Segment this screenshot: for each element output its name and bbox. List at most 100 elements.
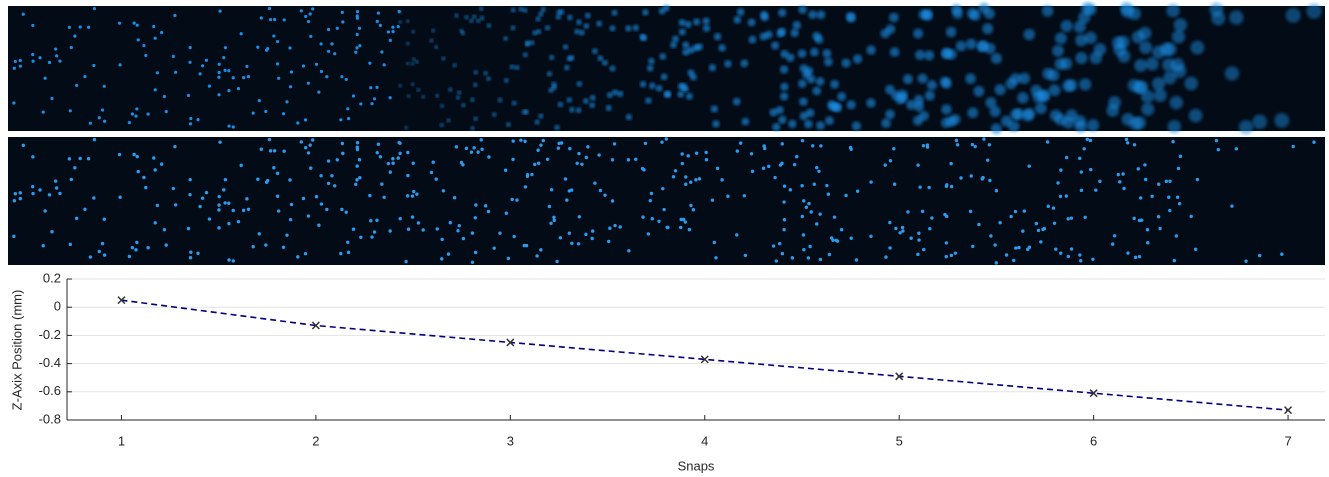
- dot: [916, 252, 920, 257]
- dot: [265, 178, 270, 183]
- dot: [1274, 112, 1290, 128]
- dot: [388, 229, 392, 233]
- dot: [1143, 163, 1147, 167]
- dot: [231, 208, 235, 213]
- dot: [916, 163, 920, 167]
- dot: [264, 243, 268, 247]
- dot: [268, 149, 273, 153]
- dot: [869, 234, 873, 238]
- dot: [155, 71, 159, 75]
- dot: [153, 168, 157, 172]
- dot: [198, 204, 202, 209]
- dot: [102, 253, 107, 257]
- dot: [144, 53, 148, 58]
- dot: [355, 178, 359, 182]
- dot: [1058, 194, 1063, 199]
- dot: [207, 217, 212, 221]
- dot: [227, 88, 231, 93]
- dot: [1156, 214, 1161, 219]
- dot: [1010, 108, 1022, 121]
- dot: [456, 95, 460, 100]
- dot: [1188, 108, 1203, 123]
- dot: [282, 149, 286, 153]
- dot: [351, 94, 356, 98]
- dot: [102, 84, 106, 88]
- dot: [54, 47, 58, 51]
- dot: [196, 251, 200, 256]
- dot: [800, 184, 804, 188]
- dot: [1158, 226, 1162, 231]
- dot: [296, 121, 300, 125]
- dot: [761, 166, 766, 170]
- dot: [461, 103, 466, 108]
- dot: [869, 180, 873, 184]
- dot: [1172, 258, 1177, 263]
- dot: [92, 7, 97, 11]
- dot: [830, 79, 840, 89]
- dot: [1052, 44, 1065, 57]
- dot: [795, 155, 799, 159]
- dot: [227, 221, 231, 226]
- dot: [435, 227, 439, 231]
- dot: [397, 9, 401, 14]
- dot: [610, 199, 615, 203]
- dot: [354, 50, 358, 54]
- dot: [164, 243, 168, 247]
- dot: [31, 52, 35, 57]
- dot: [289, 70, 294, 74]
- dot: [917, 231, 921, 235]
- dot: [97, 116, 101, 120]
- dot: [257, 98, 261, 103]
- dot: [955, 40, 967, 52]
- dot: [648, 57, 655, 65]
- dot: [576, 81, 583, 87]
- dot: [790, 256, 795, 260]
- dot: [73, 34, 77, 38]
- dot: [326, 181, 331, 186]
- dot: [38, 188, 42, 192]
- dot: [535, 16, 541, 22]
- dot: [780, 49, 789, 59]
- dot: [386, 161, 391, 166]
- dot: [841, 58, 851, 68]
- dot: [969, 174, 973, 178]
- dot: [102, 217, 106, 221]
- dot: [340, 10, 344, 14]
- dot: [589, 102, 596, 108]
- y-tick-label: 0.2: [43, 270, 61, 285]
- dot: [825, 183, 829, 188]
- dot: [223, 201, 227, 205]
- dot: [259, 147, 264, 151]
- dot: [639, 81, 647, 88]
- dot: [949, 184, 954, 189]
- dot: [779, 92, 789, 101]
- dot: [459, 160, 464, 165]
- dot: [97, 249, 101, 254]
- dot: [69, 45, 73, 50]
- dot: [866, 98, 876, 108]
- dot: [372, 97, 377, 101]
- dot: [551, 84, 557, 90]
- dot: [554, 124, 560, 131]
- dot: [610, 158, 615, 162]
- dot: [634, 157, 638, 161]
- dot: [1193, 247, 1198, 251]
- dot: [900, 225, 905, 230]
- dot: [217, 62, 221, 66]
- dot: [388, 38, 392, 42]
- dot: [346, 240, 350, 244]
- dot: [326, 27, 331, 32]
- dot: [68, 242, 72, 247]
- dot: [805, 108, 815, 118]
- dot: [1306, 3, 1322, 19]
- dot: [1045, 140, 1050, 144]
- dot: [565, 198, 569, 202]
- dot: [939, 76, 951, 87]
- dot: [12, 66, 16, 70]
- dot: [883, 163, 887, 167]
- dot: [666, 225, 670, 230]
- dot: [132, 21, 136, 25]
- dot: [473, 82, 478, 88]
- dot: [1078, 11, 1091, 24]
